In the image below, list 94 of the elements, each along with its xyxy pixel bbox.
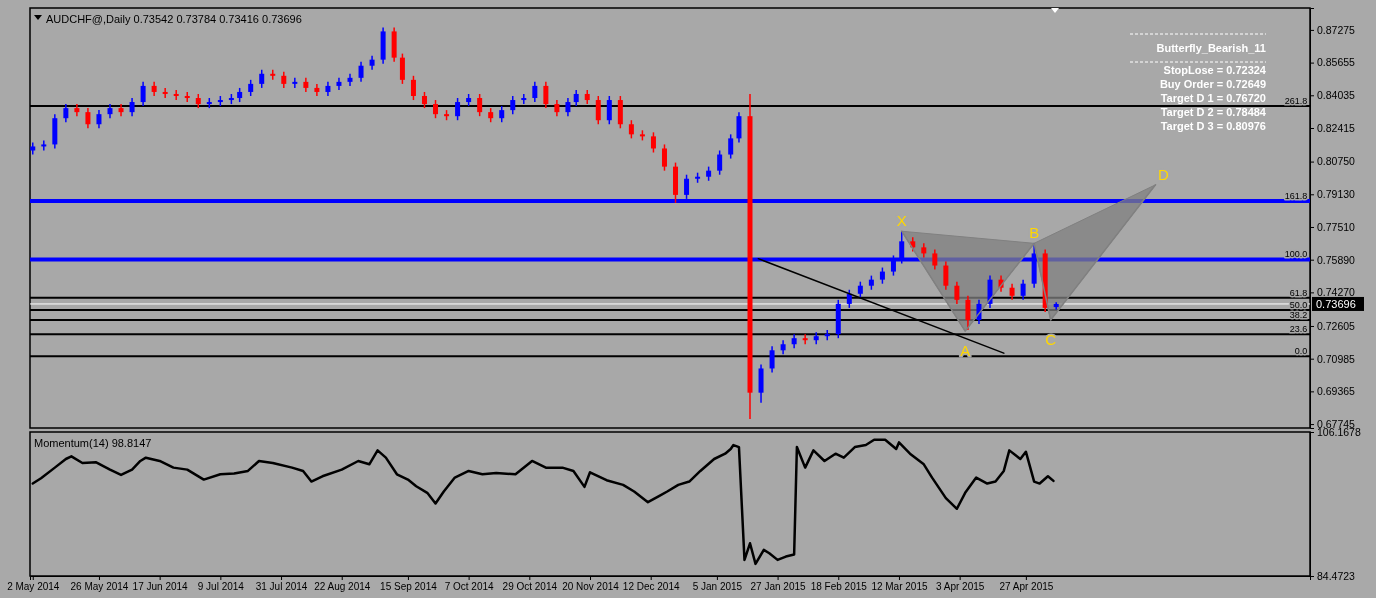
candlestick (595, 95, 601, 125)
data-label: C (1045, 331, 1057, 349)
candlestick (510, 95, 516, 115)
candlestick (173, 89, 179, 101)
y-tick-label: 0.72605 (1317, 319, 1356, 332)
candlestick (455, 97, 461, 121)
candlestick (85, 107, 91, 130)
candlestick (433, 99, 439, 119)
candlestick (521, 93, 527, 105)
candlestick (802, 333, 808, 345)
y-tick-label: 0.85655 (1317, 56, 1356, 69)
candlestick (650, 131, 656, 154)
candlestick (628, 119, 634, 140)
ref-line-label: 0.73696 (1316, 297, 1356, 310)
chart-title: AUDCHF@,Daily 0.73542 0.73784 0.73416 0.73696 (46, 13, 302, 25)
candlestick (270, 69, 276, 81)
y-tick-label: 84.4723 (1317, 569, 1356, 582)
candlestick (129, 97, 135, 117)
data-label: D (1158, 165, 1170, 183)
candlestick (769, 345, 775, 374)
candlestick (1020, 278, 1026, 301)
candlestick (954, 280, 960, 305)
y-tick-label: 0.87275 (1317, 23, 1356, 36)
x-tick-label: 9 Jul 2014 (197, 581, 245, 593)
candlestick (606, 95, 612, 125)
candlestick (162, 87, 168, 99)
annotation: 161.8 (1284, 190, 1308, 201)
x-tick-label: 7 Oct 2014 (444, 581, 495, 593)
candlestick (728, 133, 734, 160)
candlestick (477, 93, 483, 117)
annotation: Target D 3 = 0.80976 (1160, 120, 1266, 132)
x-tick-label: 20 Nov 2014 (562, 581, 620, 593)
annotation: Buy Order = 0.72649 (1159, 78, 1266, 90)
y-tick-label: 0.80750 (1317, 155, 1356, 168)
x-tick-label: 31 Jul 2014 (255, 581, 308, 593)
x-tick-label: 22 Aug 2014 (314, 581, 371, 593)
candlestick (717, 149, 723, 176)
y-tick-label: 0.75890 (1317, 253, 1356, 266)
candlestick (565, 97, 571, 117)
x-tick-label: 29 Oct 2014 (502, 581, 558, 593)
candlestick (292, 77, 298, 89)
data-label: A (960, 342, 971, 360)
y-tick-label: 0.79130 (1317, 188, 1356, 201)
annotation: 61.8 (1289, 287, 1308, 298)
x-tick-label: 18 Feb 2015 (810, 581, 868, 593)
chart-title: Momentum(14) 98.8147 (34, 437, 152, 449)
candlestick (532, 81, 538, 103)
candlestick (965, 295, 971, 331)
annotation: Target D 1 = 0.76720 (1160, 92, 1266, 104)
annotation: 23.6 (1289, 324, 1308, 335)
candlestick (184, 91, 190, 103)
candlestick (824, 329, 830, 341)
candlestick (140, 81, 146, 107)
y-tick-label: 0.84035 (1317, 89, 1356, 102)
candlestick (41, 139, 47, 152)
x-tick-label: 2 May 2014 (7, 581, 60, 593)
candlestick (661, 143, 667, 172)
x-tick-label: 12 Mar 2015 (871, 581, 928, 593)
x-tick-label: 5 Jan 2015 (692, 581, 743, 593)
candlestick (30, 141, 36, 156)
candlestick (846, 289, 852, 309)
annotation: 0.0 (1294, 346, 1308, 357)
candlestick (943, 260, 949, 291)
x-tick-label: 3 Apr 2015 (935, 581, 985, 593)
data-label: X (896, 212, 907, 230)
candlestick (736, 111, 742, 144)
x-tick-label: 17 Jun 2014 (132, 581, 189, 593)
x-tick-label: 12 Dec 2014 (622, 581, 680, 593)
annotation: 38.2 (1289, 310, 1308, 321)
annotation: 100.0 (1284, 249, 1308, 260)
y-tick-label: 0.77510 (1317, 220, 1356, 233)
annotation: 261.8 (1284, 96, 1308, 107)
annotation: Butterfly_Bearish_11 (1156, 42, 1266, 54)
y-tick-label: 0.69365 (1317, 385, 1356, 398)
candlestick (259, 69, 265, 89)
candlestick (543, 81, 549, 109)
candlestick (932, 248, 938, 271)
y-tick-label: 0.70985 (1317, 352, 1356, 365)
x-tick-label: 26 May 2014 (70, 581, 129, 593)
y-tick-label: 0.74270 (1317, 286, 1356, 299)
annotation: 50.0 (1289, 299, 1308, 310)
annotation: StopLose = 0.72324 (1163, 64, 1267, 76)
annotation: Target D 2 = 0.78484 (1160, 106, 1267, 118)
data-label: B (1029, 224, 1040, 242)
x-tick-label: 27 Apr 2015 (999, 581, 1054, 593)
x-tick-label: 15 Sep 2014 (380, 581, 438, 593)
candlestick (410, 75, 416, 101)
y-tick-label: 0.82415 (1317, 121, 1356, 134)
candlestick (399, 52, 405, 85)
candlestick (358, 60, 364, 83)
candlestick (1053, 301, 1059, 311)
candlestick (96, 109, 102, 130)
candlestick (63, 103, 69, 123)
x-tick-label: 27 Jan 2015 (750, 581, 807, 593)
